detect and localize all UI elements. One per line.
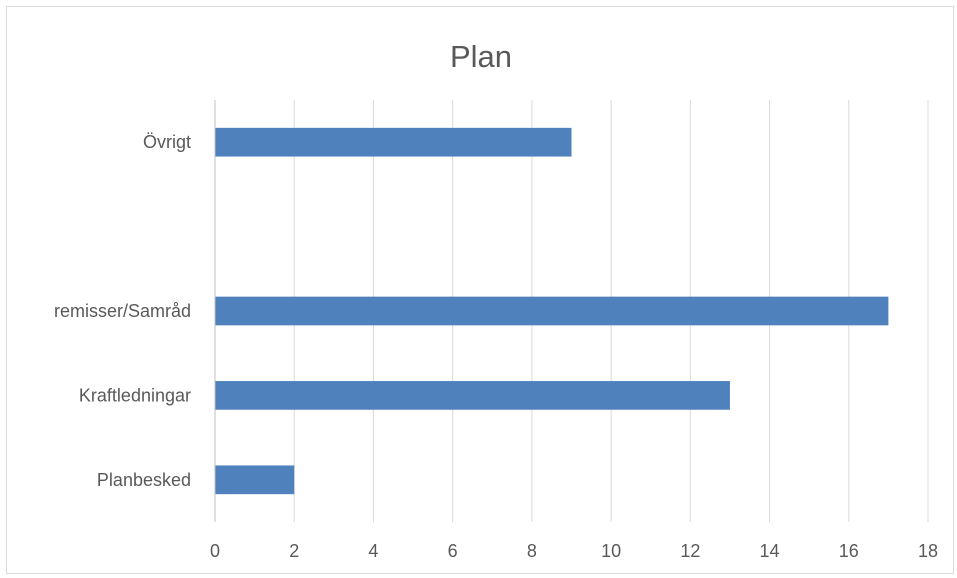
y-tick-label: Kraftledningar <box>79 385 191 405</box>
y-tick-label: Planbesked <box>97 470 191 490</box>
chart-title: Plan <box>449 39 513 74</box>
x-tick-label: 16 <box>839 541 859 561</box>
bar <box>215 127 572 157</box>
y-tick-label: Övrigt <box>143 132 191 152</box>
bar <box>215 381 730 410</box>
x-tick-label: 18 <box>918 541 938 561</box>
x-tick-label: 6 <box>448 541 458 561</box>
chart-frame: Plan <box>6 6 954 574</box>
x-tick-label: 14 <box>760 541 780 561</box>
x-tick-label: 12 <box>680 541 700 561</box>
bar <box>215 296 889 326</box>
x-tick-label: 0 <box>210 541 220 561</box>
bar <box>215 465 295 495</box>
x-tick-label: 8 <box>527 541 537 561</box>
y-tick-label: remisser/Samråd <box>54 301 191 321</box>
x-tick-label: 2 <box>289 541 299 561</box>
x-tick-label: 4 <box>368 541 378 561</box>
x-tick-label: 10 <box>601 541 621 561</box>
